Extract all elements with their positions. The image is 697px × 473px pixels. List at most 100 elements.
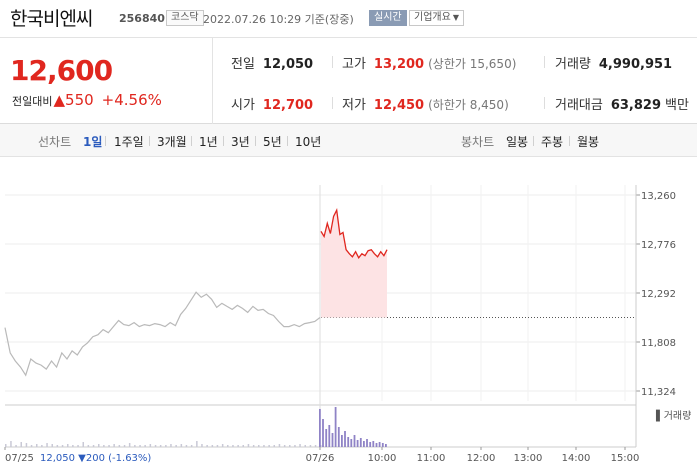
price-summary: 12,600 전일대비▲550 +4.56% 전일 12,050 고가 13,200(… — [0, 38, 697, 124]
chevron-down-icon: ▼ — [452, 13, 459, 22]
today-price-line — [320, 208, 388, 260]
stat-value: 4,990,951 — [598, 57, 673, 72]
x-tick-label: 10:00 — [368, 453, 397, 464]
volume-bar — [56, 445, 59, 447]
candle-chart-label: 봉차트 — [461, 135, 495, 149]
change-row: 전일대비▲550 +4.56% — [12, 91, 162, 109]
divider — [569, 136, 570, 146]
volume-bar — [87, 445, 90, 447]
volume-bar — [82, 442, 84, 447]
divider — [255, 136, 256, 146]
divider — [533, 136, 534, 146]
volume-bar — [190, 445, 193, 447]
stat-volume: 거래량 4,990,951 — [555, 53, 672, 72]
divider — [105, 136, 106, 146]
volume-bar — [372, 441, 375, 447]
volume-bar — [77, 445, 79, 447]
y-tick-label: 12,292 — [641, 289, 676, 300]
price-chart-svg: 13,260 12,776 12,292 11,808 11,324 07/25 07/26… — [4, 185, 691, 464]
volume-bar — [344, 431, 346, 447]
stat-value: 13,200 — [373, 57, 425, 72]
y-tick-label: 12,776 — [641, 240, 676, 251]
stock-header: 한국비엔씨 256840 코스닥 2022.07.26 10:29 기준(장중)… — [0, 0, 697, 38]
stat-label: 전일 — [231, 57, 255, 72]
tab-period-3y[interactable]: 3년 — [231, 135, 250, 149]
volume-bar — [263, 445, 265, 447]
company-overview-label: 기업개요 — [414, 12, 451, 23]
x-tick-label: 07/26 — [306, 453, 335, 464]
stat-low: 저가 12,450 (하한가 8,450) — [342, 94, 509, 113]
stat-value: 12,450 — [373, 98, 425, 113]
current-price-box: 12,600 전일대비▲550 +4.56% — [0, 38, 213, 124]
volume-bar — [363, 441, 365, 447]
volume-bar — [41, 445, 43, 447]
stat-value: 63,829 — [610, 98, 662, 113]
prev-day-close: 12,050 — [40, 453, 78, 464]
volume-bar — [369, 442, 372, 447]
volume-bar — [165, 445, 167, 447]
tab-candle-weekly[interactable]: 주봉 — [541, 135, 564, 149]
x-tick-label: 14:00 — [562, 453, 591, 464]
volume-bar — [108, 445, 110, 447]
company-overview-button[interactable]: 기업개요 ▼ — [409, 10, 464, 26]
x-tick-label: 15:00 — [611, 453, 640, 464]
volume-bar — [356, 440, 359, 447]
price-chart[interactable]: 13,260 12,776 12,292 11,808 11,324 07/25 07/26… — [0, 157, 697, 473]
stat-prev-close: 전일 12,050 — [231, 53, 313, 72]
stock-code: 256840 — [119, 12, 165, 25]
volume-bar — [51, 444, 53, 447]
change-amount: ▲550 — [53, 91, 94, 109]
volume-bar — [331, 433, 334, 447]
volume-bar — [170, 444, 172, 447]
y-tick-label: 13,260 — [641, 191, 676, 202]
volume-bar — [347, 437, 350, 447]
volume-bar — [25, 443, 28, 447]
stat-value: 12,050 — [262, 57, 314, 72]
stat-label: 고가 — [342, 57, 366, 72]
volume-bar — [325, 429, 328, 447]
volume-bar — [139, 445, 141, 447]
volume-bar — [268, 445, 270, 447]
volume-bar — [221, 444, 224, 447]
stock-name: 한국비엔씨 — [10, 8, 93, 30]
divider — [332, 56, 333, 68]
tab-period-1d[interactable]: 1일 — [83, 135, 103, 149]
tab-period-5y[interactable]: 5년 — [263, 135, 282, 149]
tab-period-3m[interactable]: 3개월 — [157, 135, 187, 149]
volume-bar — [201, 444, 203, 447]
today-price-fill — [321, 210, 387, 318]
volume-bar — [20, 442, 22, 447]
divider — [149, 136, 150, 146]
volume-bar — [337, 427, 340, 447]
stat-value: 12,700 — [262, 98, 314, 113]
volume-bar — [322, 419, 324, 447]
divider — [332, 97, 333, 109]
volume-bar — [289, 445, 291, 447]
volume-bar — [46, 443, 48, 447]
volume-bar — [304, 445, 306, 447]
volume-bar — [283, 445, 286, 447]
stat-high: 고가 13,200 (상한가 15,650) — [342, 53, 516, 72]
y-tick-label: 11,808 — [641, 338, 676, 349]
volume-bar — [328, 425, 331, 447]
volume-bar — [334, 407, 337, 447]
volume-bar — [103, 445, 105, 447]
tab-candle-daily[interactable]: 일봉 — [506, 135, 529, 149]
tab-candle-monthly[interactable]: 월봉 — [577, 135, 600, 149]
volume-bar — [180, 444, 183, 447]
volume-bar — [159, 445, 162, 447]
stat-open: 시가 12,700 — [231, 94, 313, 113]
tab-period-10y[interactable]: 10년 — [295, 135, 322, 149]
volume-bar — [258, 445, 260, 447]
stat-sub: (상한가 15,650) — [428, 57, 517, 71]
volume-bar — [36, 444, 38, 447]
tab-period-1y[interactable]: 1년 — [199, 135, 218, 149]
change-label: 전일대비 — [12, 95, 53, 108]
volume-bar — [206, 445, 208, 447]
volume-bar — [237, 445, 239, 447]
market-badge: 코스닥 — [166, 10, 204, 26]
volume-bar — [309, 445, 312, 447]
tab-period-1w[interactable]: 1주일 — [114, 135, 144, 149]
volume-bar — [273, 445, 275, 447]
stat-label: 거래대금 — [555, 98, 603, 113]
